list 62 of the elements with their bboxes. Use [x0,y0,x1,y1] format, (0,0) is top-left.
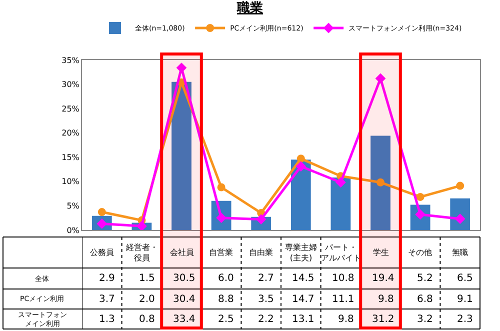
data-label: 11.1 [332,294,354,305]
point [416,192,424,201]
data-label: 9.1 [457,294,473,305]
x-tick-label: パート・アルバイト [321,243,361,262]
y-tick-label: 10% [62,177,80,186]
data-label: 13.1 [292,314,314,325]
point [376,178,384,186]
y-tick-label: 15% [62,152,80,162]
data-label: 6.0 [218,273,234,284]
y-tick-label: 20% [62,128,80,138]
data-label: 10.8 [332,273,354,284]
data-label: 30.4 [173,294,196,305]
point [217,183,226,192]
y-tick-label: 30% [62,80,80,90]
point [98,208,106,216]
y-tick-label: 35% [62,56,80,65]
data-label: 5.2 [417,273,433,284]
point [456,182,464,190]
data-label: 3.2 [417,314,433,325]
x-tick-label: 自営業 [209,248,233,257]
point [336,177,346,188]
data-label: 14.5 [292,273,314,284]
data-label: 3.5 [258,294,274,305]
x-tick-label: 学生 [373,248,389,257]
data-label: 3.7 [99,294,115,305]
y-tick-label: 5% [66,202,80,211]
data-label: 2.9 [99,273,115,284]
data-label: 33.4 [173,314,196,325]
data-label: 6.8 [417,294,433,305]
point [375,73,386,84]
data-label: 1.3 [99,314,115,325]
point [296,154,305,163]
point [136,220,147,230]
x-tick-label: その他 [408,248,432,257]
y-tick-label: 0% [66,226,80,235]
x-tick-label: 無職 [452,248,468,257]
data-label: 14.7 [292,294,314,305]
data-label: 9.8 [338,314,354,325]
data-label: 9.8 [378,294,394,305]
x-tick-label: 会社員 [170,248,194,257]
y-tick-label: 25% [62,104,80,114]
x-tick-label: 経営者・役員 [125,243,158,262]
bar [330,178,351,230]
x-tick-label: 公務員 [90,248,114,257]
data-label: 2.2 [258,314,274,325]
data-label: 0.8 [139,314,155,325]
data-label: 2.5 [218,314,234,325]
x-tick-label: 自由業 [249,248,273,257]
data-label: 6.5 [457,273,473,284]
data-label: 19.4 [372,273,394,284]
data-label: 2.0 [139,294,155,305]
x-tick-label: 専業主婦(主夫) [285,243,317,262]
bar [370,136,390,230]
chart-title: 職業 [236,0,263,16]
point [296,161,306,172]
data-label: 30.5 [173,273,196,284]
data-label: 2.7 [258,273,274,284]
bar [172,82,192,230]
data-label: 1.5 [139,273,155,284]
data-label: 31.2 [372,314,394,325]
data-label: 2.3 [457,314,473,325]
data-label: 8.8 [218,294,234,305]
